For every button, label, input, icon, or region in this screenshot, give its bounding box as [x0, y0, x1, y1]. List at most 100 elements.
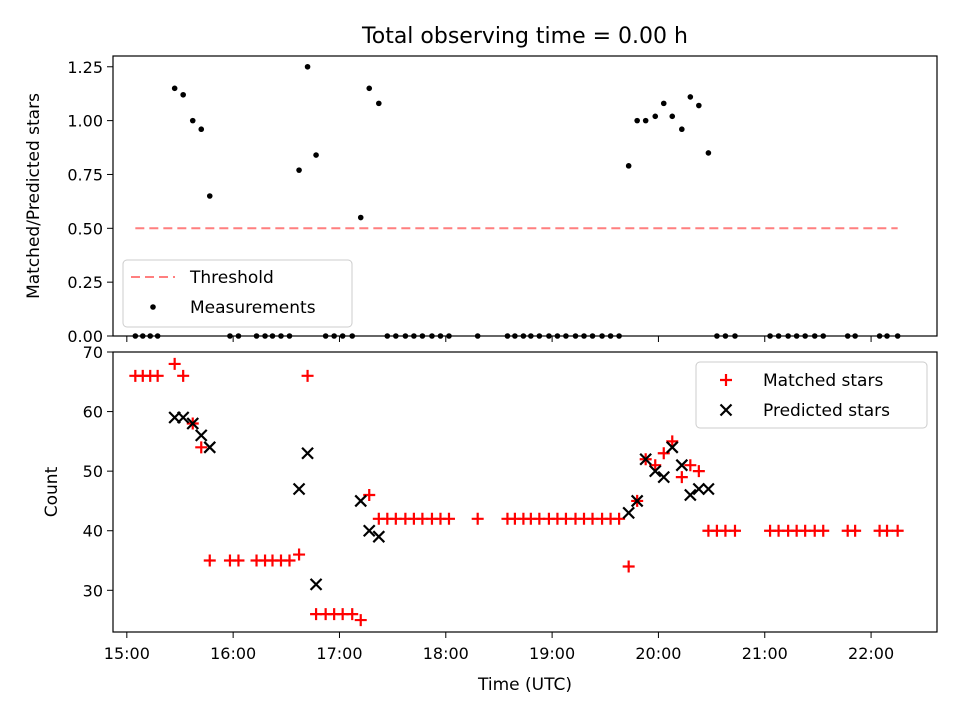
- matched-point: [675, 471, 688, 484]
- measurement-point: [286, 333, 293, 339]
- measurement-point: [262, 333, 268, 339]
- chart-title: Total observing time = 0.00 h: [361, 24, 688, 49]
- x-tick-label: 21:00: [742, 644, 788, 663]
- predicted-point: [639, 452, 652, 466]
- matched-point: [363, 488, 376, 501]
- measurement-point: [429, 333, 435, 339]
- predicted-point: [684, 488, 697, 502]
- x-tick-label: 22:00: [848, 644, 894, 663]
- x-tick-label: 15:00: [104, 644, 150, 663]
- matched-point: [195, 441, 208, 454]
- measurement-point: [154, 333, 161, 339]
- measurement-point: [793, 333, 800, 339]
- predicted-point: [194, 429, 208, 442]
- matched-point: [232, 554, 245, 567]
- measurement-point: [322, 333, 329, 339]
- legend-box: [122, 259, 353, 328]
- measurement-point: [775, 333, 782, 339]
- measurement-point: [393, 333, 399, 339]
- measurement-point: [269, 333, 276, 339]
- measurement-point: [607, 333, 614, 339]
- measurement-point: [139, 333, 146, 339]
- measurement-point: [767, 333, 773, 339]
- matched-point: [354, 614, 367, 627]
- predicted-point: [702, 482, 715, 496]
- measurement-point: [660, 100, 667, 107]
- y-tick-label: 0.75: [67, 165, 103, 184]
- measurement-point: [339, 333, 346, 339]
- predicted-point: [675, 458, 689, 472]
- predicted-point: [186, 417, 200, 430]
- x-tick-label: 17:00: [316, 644, 362, 663]
- measurement-point: [634, 117, 640, 124]
- measurement-point: [235, 333, 242, 339]
- measurement-point: [844, 333, 851, 339]
- matched-point: [657, 447, 670, 460]
- predicted-point: [203, 441, 217, 454]
- measurement-point: [402, 333, 409, 339]
- bottom-legend: Matched stars Predicted stars: [695, 361, 928, 429]
- measurement-point: [652, 113, 659, 120]
- measurement-point: [206, 193, 213, 199]
- measurement-point: [679, 126, 685, 133]
- x-tick-label: 18:00: [423, 644, 469, 663]
- legend-box: [695, 361, 928, 429]
- predicted-point: [309, 578, 323, 591]
- measurement-point: [811, 333, 818, 339]
- measurement-point: [785, 333, 791, 339]
- x-tick-label: 20:00: [635, 644, 681, 663]
- matched-point: [613, 512, 626, 525]
- measurement-point: [227, 333, 233, 339]
- matched-point: [168, 357, 181, 370]
- measurement-point: [669, 113, 676, 120]
- measurement-point: [852, 333, 858, 339]
- measurement-point: [171, 85, 178, 92]
- measurement-point: [296, 167, 302, 173]
- measurement-point: [696, 102, 702, 109]
- matched-point: [151, 369, 164, 382]
- measurement-point: [732, 333, 738, 339]
- top-panel: 0.00 0.25 0.50 0.75 1.00 1.25 Threshold Measure…: [67, 55, 938, 346]
- predicted-point: [354, 494, 368, 508]
- predicted-point: [648, 464, 662, 478]
- matched-point: [849, 524, 862, 537]
- measurement-point: [802, 333, 808, 339]
- y-tick-label: 30: [83, 581, 103, 600]
- matched-point: [891, 524, 904, 537]
- bottom-panel: 30 40 50 60 70 15:00 16:00 17:00 18:00 19:00 20:00…: [83, 343, 938, 663]
- y-tick-label: 50: [83, 462, 103, 481]
- y-tick-label: 0.50: [67, 219, 103, 238]
- x-axis-label: Time (UTC): [477, 675, 572, 695]
- measurement-point: [253, 333, 260, 339]
- matched-point: [203, 554, 216, 567]
- measurement-point: [705, 150, 712, 156]
- y-tick-label: 1.00: [67, 112, 103, 131]
- matched-point: [442, 512, 455, 525]
- matched-point: [728, 524, 741, 537]
- measurement-point: [313, 152, 319, 158]
- bottom-ylabel: Count: [42, 466, 62, 517]
- predicted-point: [292, 482, 306, 496]
- measurement-point: [147, 333, 154, 339]
- measurement-point: [894, 333, 901, 339]
- measurement-point: [198, 126, 205, 133]
- measurement-point: [528, 333, 534, 339]
- measurement-point: [876, 333, 883, 339]
- legend-measurement-label: Measurements: [190, 298, 316, 318]
- matched-point: [684, 459, 697, 472]
- x-tick-label: 16:00: [210, 644, 256, 663]
- measurement-point: [512, 333, 518, 339]
- matched-point: [881, 524, 894, 537]
- measurement-point: [589, 333, 596, 339]
- measurement-point: [384, 333, 391, 339]
- y-tick-label: 40: [83, 522, 103, 541]
- predicted-point: [657, 470, 671, 484]
- measurement-point: [687, 94, 694, 100]
- predicted-point: [665, 441, 679, 454]
- measurement-point: [366, 85, 373, 92]
- measurement-point: [546, 333, 552, 339]
- measurement-point: [419, 333, 426, 339]
- measurement-point: [349, 333, 356, 339]
- predicted-point: [692, 482, 706, 496]
